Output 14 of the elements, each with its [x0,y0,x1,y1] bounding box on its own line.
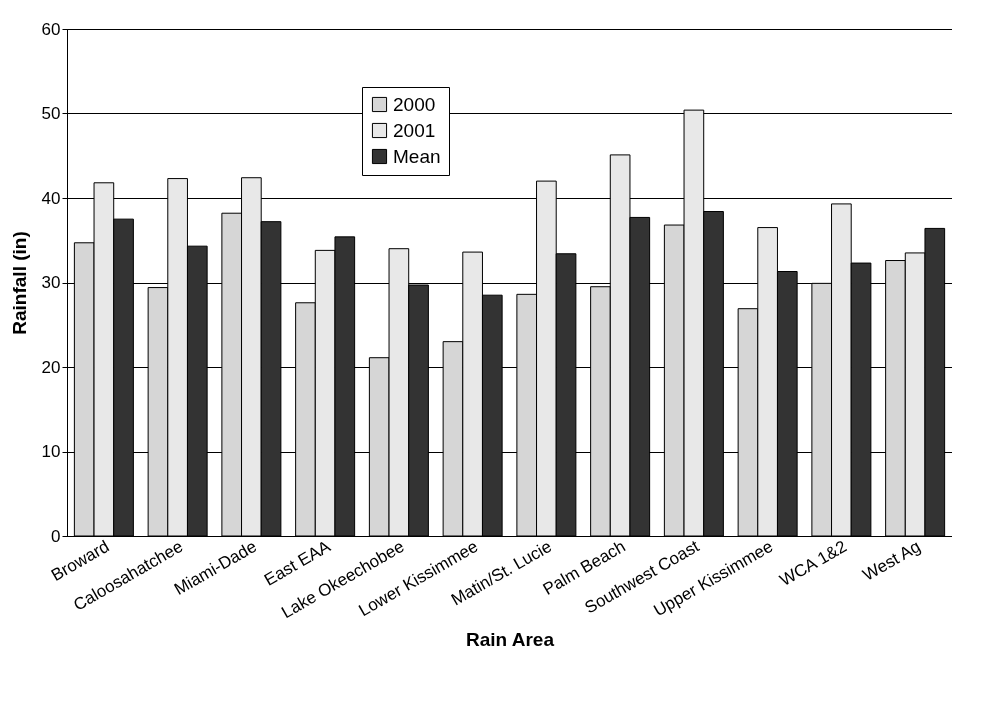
legend-label: 2001 [393,119,436,141]
y-tick-label: 30 [41,273,61,292]
legend-label: Mean [393,145,441,167]
y-tick-label: 20 [41,357,61,377]
y-tick-label: 60 [41,19,61,39]
x-tick-label: West Ag [859,536,924,585]
y-axis-title: Rainfall (in) [8,231,30,335]
x-axis-title: Rain Area [466,629,555,651]
x-tick-label: WCA 1&2 [776,536,850,591]
legend-label: 2000 [393,93,436,115]
y-tick-label: 50 [41,104,61,123]
y-tick-label: 40 [41,188,61,208]
y-tick-label: 0 [51,526,61,546]
y-tick-label: 10 [41,442,61,461]
